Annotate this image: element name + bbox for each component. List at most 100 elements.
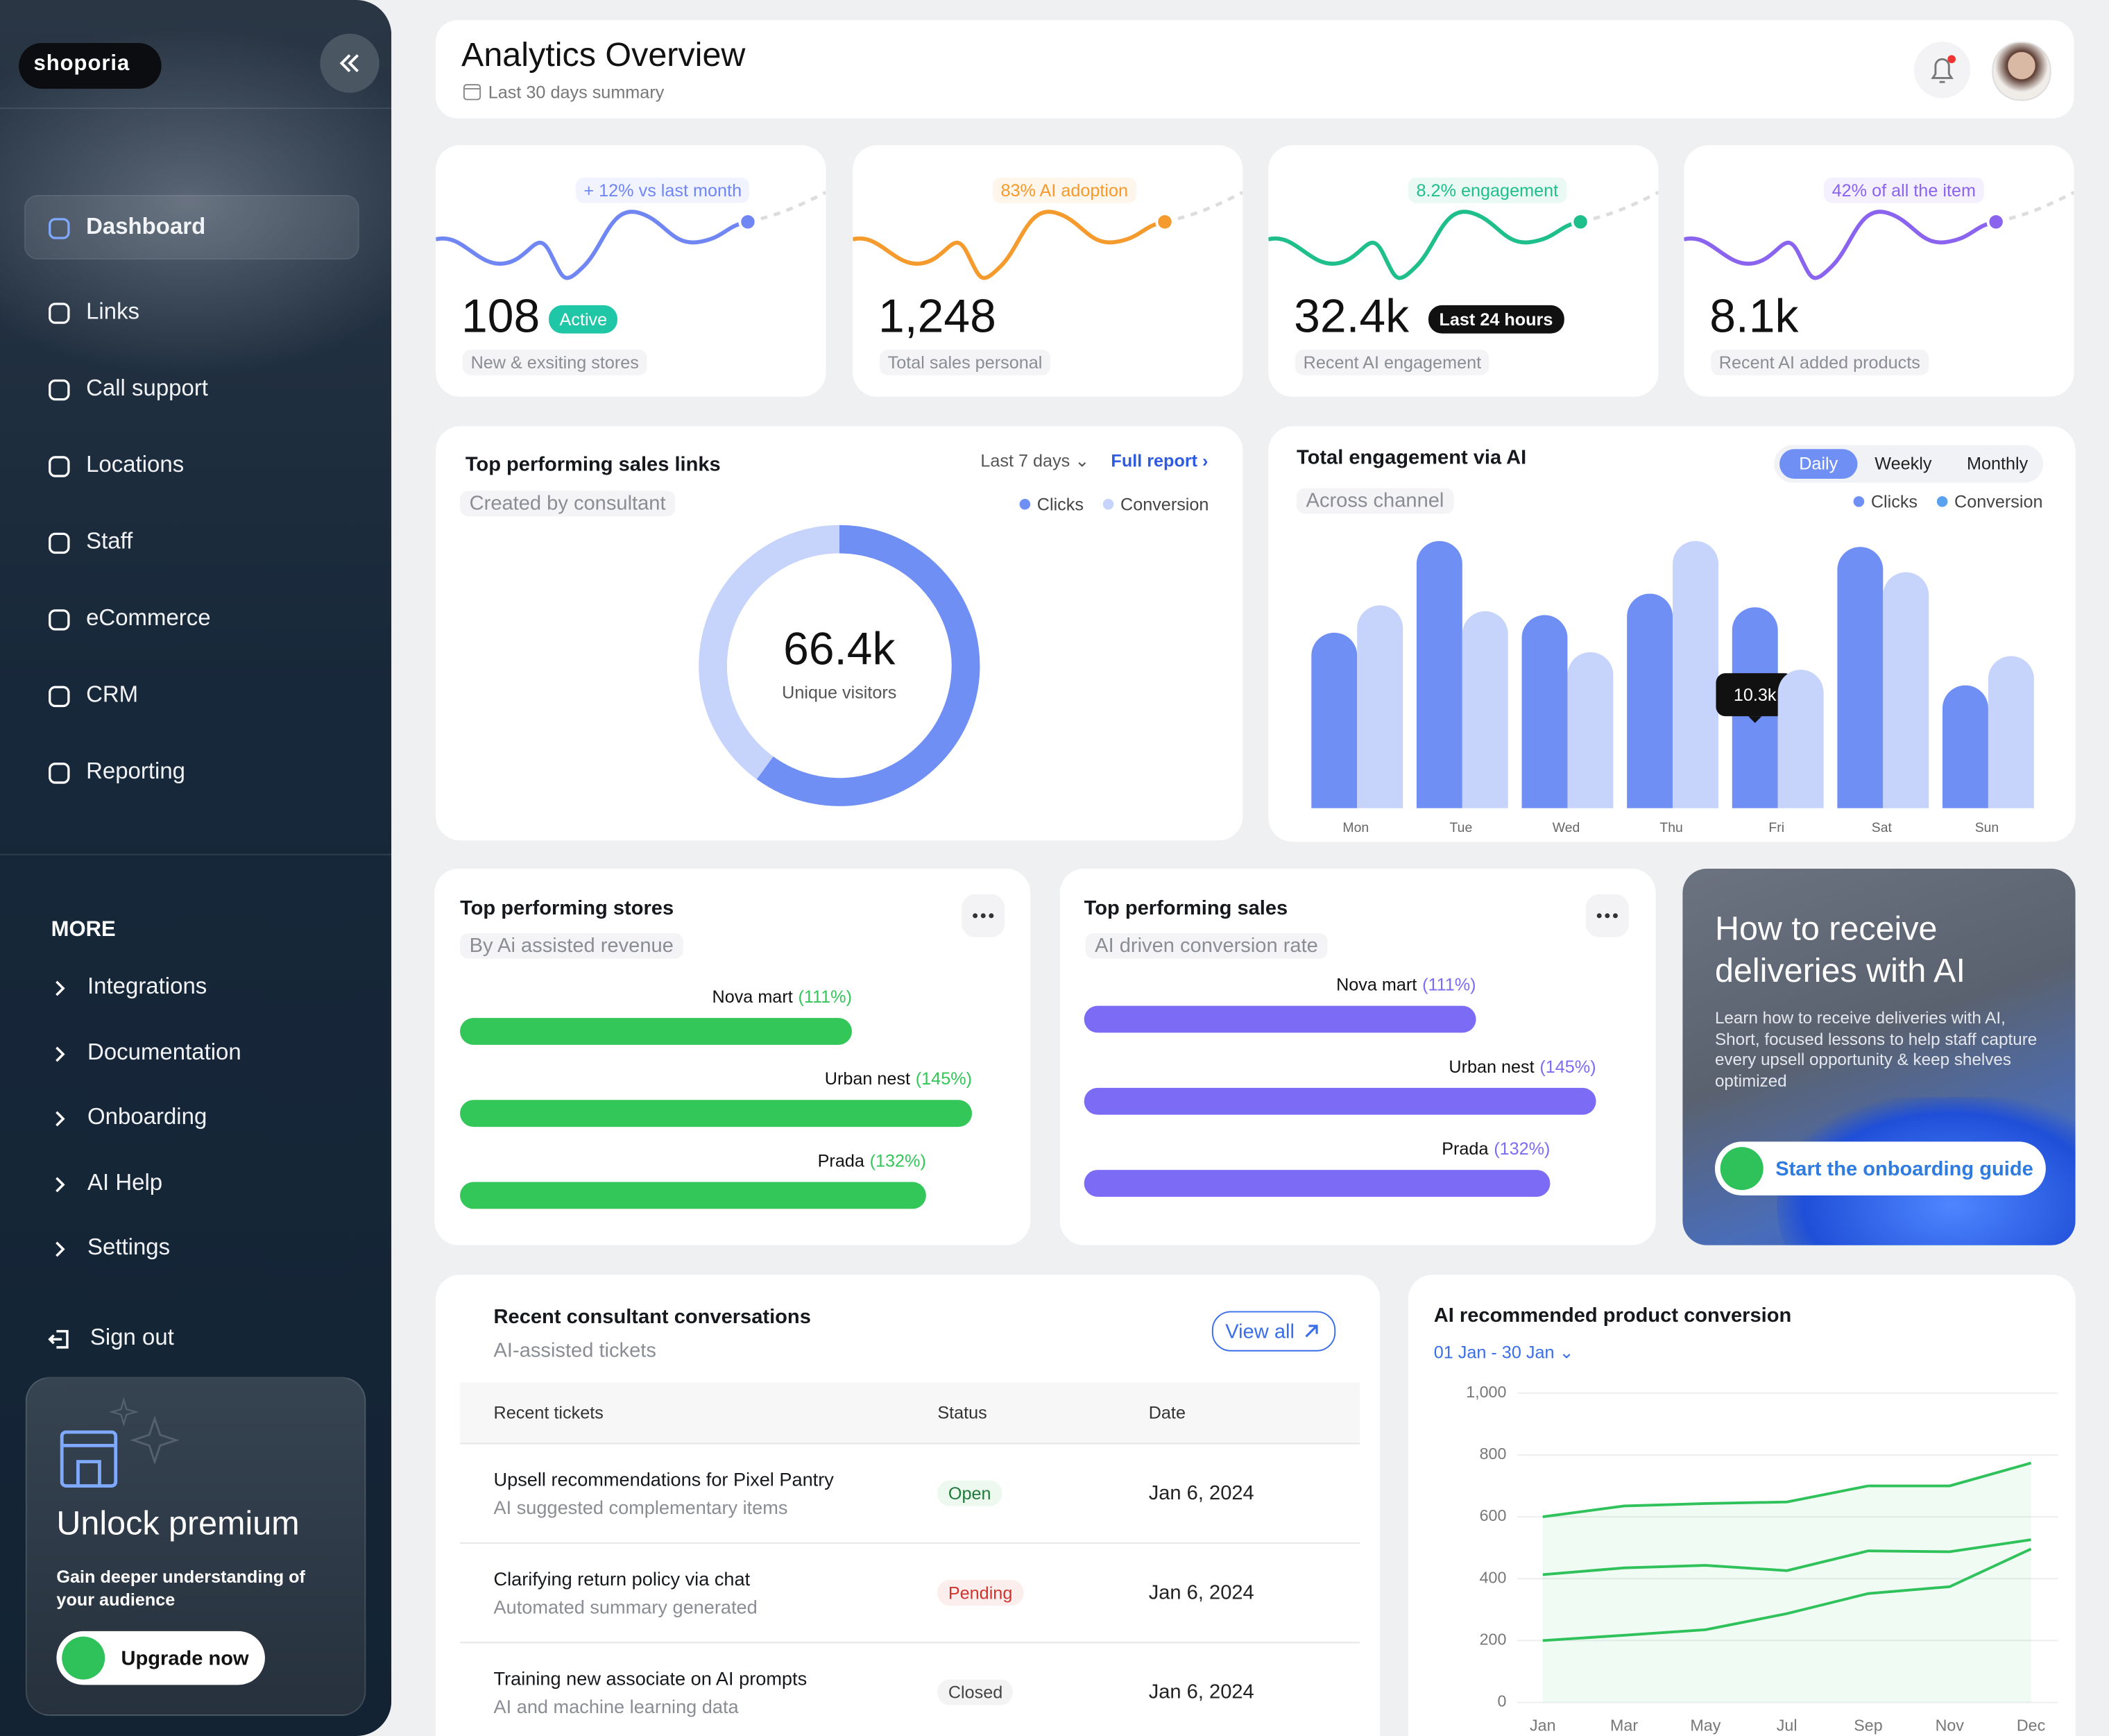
logo: shoporia	[19, 43, 162, 89]
kpi-badge: Active	[549, 305, 618, 334]
nav-item[interactable]: CRM	[24, 663, 359, 727]
logo-text: shoporia	[33, 52, 130, 76]
nav-icon	[49, 218, 70, 239]
view-all-label: View all	[1225, 1320, 1295, 1344]
nav-icon	[49, 456, 70, 477]
kpi-value: 8.1k	[1709, 290, 1799, 343]
chevron-icon	[56, 1241, 65, 1257]
full-report-label: Full report	[1111, 450, 1198, 471]
kpi-value: 32.4k	[1294, 290, 1410, 343]
notifications[interactable]	[1913, 42, 1971, 99]
promo-text: Learn how to receive deliveries with AI,…	[1714, 1008, 2038, 1090]
nav-icon	[49, 686, 70, 708]
sparkline-tail	[1580, 190, 1659, 224]
card-title: Top performing sales	[1084, 896, 1288, 920]
ticket-date: Jan 6, 2024	[1148, 1581, 1254, 1605]
sparkline	[1268, 190, 1659, 280]
more-label: Documentation	[87, 1039, 241, 1064]
kpi-trend: 8.2% engagement	[1408, 177, 1566, 203]
nav-item[interactable]: Links	[24, 280, 359, 344]
kpi-card: 83% AI adoption 1,248 Total sales personal	[853, 145, 1243, 397]
icon-shape	[49, 456, 70, 477]
nav-item[interactable]: Dashboard	[24, 195, 359, 260]
sign-out[interactable]: Sign out	[24, 1306, 359, 1370]
divider	[0, 108, 392, 109]
more-item[interactable]: Settings	[24, 1216, 359, 1280]
ticket-title: Training new associate on AI prompts	[493, 1667, 808, 1690]
nav-icon	[49, 763, 70, 784]
card-subtitle: Created by consultant	[460, 491, 676, 517]
date-range-label: 01 Jan - 30 Jan	[1433, 1342, 1555, 1363]
premium-card: Unlock premium Gain deeper understanding…	[25, 1377, 366, 1716]
table-row[interactable]: Clarifying return policy via chat Automat…	[460, 1542, 1360, 1644]
nav-item[interactable]: Reporting	[24, 740, 359, 804]
more-item[interactable]: Integrations	[24, 955, 359, 1019]
icon-shape	[49, 379, 70, 401]
card-title: Top performing stores	[460, 896, 674, 920]
kpi-value: 1,248	[878, 290, 996, 343]
full-report[interactable]: Full report ›	[1111, 450, 1209, 471]
more-item[interactable]: AI Help	[24, 1150, 359, 1215]
ticket-subtitle: AI suggested complementary items	[493, 1497, 788, 1519]
nav-item[interactable]: Staff	[24, 510, 359, 575]
kpi-label: New & exsiting stores	[462, 349, 647, 375]
table-header: Recent tickets Status Date	[460, 1382, 1360, 1445]
sparkline	[1684, 190, 2074, 280]
more-item[interactable]: Documentation	[24, 1020, 359, 1084]
onboarding-button[interactable]: Start the onboarding guide	[1714, 1141, 2046, 1195]
kpi-card: 42% of all the item 8.1k Recent AI added p…	[1684, 145, 2074, 397]
avatar[interactable]	[1992, 42, 2051, 101]
card-title: Recent consultant conversations	[493, 1305, 811, 1329]
nav-item[interactable]: Call support	[24, 357, 359, 421]
nav-label: Links	[86, 298, 140, 325]
collapse-icon	[339, 54, 359, 73]
icon-shape	[49, 609, 70, 631]
chevron-icon	[56, 1046, 65, 1062]
kpi-value: 108	[461, 290, 540, 343]
period-select[interactable]: Last 7 days ⌄	[980, 450, 1090, 471]
tab[interactable]: Weekly	[1875, 453, 1932, 474]
more-item[interactable]: Onboarding	[24, 1085, 359, 1150]
icon-shape	[56, 1176, 65, 1192]
sparkline-tail	[1995, 190, 2074, 224]
sparkline-dot	[1986, 212, 2006, 232]
nav-label: CRM	[86, 681, 139, 708]
ticket-title: Clarifying return policy via chat	[493, 1567, 751, 1590]
icon-shape	[56, 1046, 65, 1062]
kpi-card: + 12% vs last month 108 Active New & exsiti…	[436, 145, 826, 397]
collapse-button[interactable]	[320, 33, 379, 93]
icon-shape	[56, 980, 65, 996]
date-range[interactable]: 01 Jan - 30 Jan ⌄	[1433, 1342, 1574, 1363]
stores-card: Top performing stores By Ai assisted rev…	[434, 868, 1031, 1245]
dots-icon	[1596, 913, 1618, 919]
nav-item[interactable]: eCommerce	[24, 586, 359, 651]
icon-shape	[49, 763, 70, 784]
arrow-icon	[1305, 1325, 1318, 1338]
nav-icon	[49, 532, 70, 554]
table-row[interactable]: Training new associate on AI prompts AI a…	[460, 1642, 1360, 1736]
engagement-card: Total engagement via AI Across channel D…	[1268, 426, 2076, 842]
sparkline-dot	[738, 212, 758, 232]
nav-label: eCommerce	[86, 605, 211, 631]
more-button[interactable]	[1585, 894, 1629, 937]
more-button[interactable]	[962, 894, 1005, 937]
table-row[interactable]: Upsell recommendations for Pixel Pantry A…	[460, 1443, 1360, 1544]
nav-item[interactable]: Locations	[24, 433, 359, 497]
upgrade-button[interactable]: Upgrade now	[56, 1631, 265, 1685]
dots-icon	[973, 913, 994, 919]
tab[interactable]: Daily	[1779, 449, 1858, 479]
premium-text: Gain deeper understanding of your audien…	[56, 1566, 305, 1610]
onboarding-icon	[1720, 1147, 1764, 1191]
kpi-card: 8.2% engagement 32.4k Last 24 hours Recent …	[1268, 145, 1659, 397]
ticket-date: Jan 6, 2024	[1148, 1680, 1254, 1704]
sparkline-tail	[1164, 190, 1243, 224]
tab[interactable]: Monthly	[1966, 453, 2029, 474]
card-subtitle: Across channel	[1296, 488, 1453, 514]
page-subtitle: Last 30 days summary	[488, 82, 665, 103]
status-pill: Closed	[937, 1679, 1014, 1705]
view-all[interactable]: View all	[1211, 1311, 1336, 1352]
chevron-icon	[56, 1176, 65, 1192]
donut-card: Top performing sales links Created by co…	[436, 426, 1243, 841]
card-title: AI recommended product conversion	[1433, 1304, 1792, 1327]
